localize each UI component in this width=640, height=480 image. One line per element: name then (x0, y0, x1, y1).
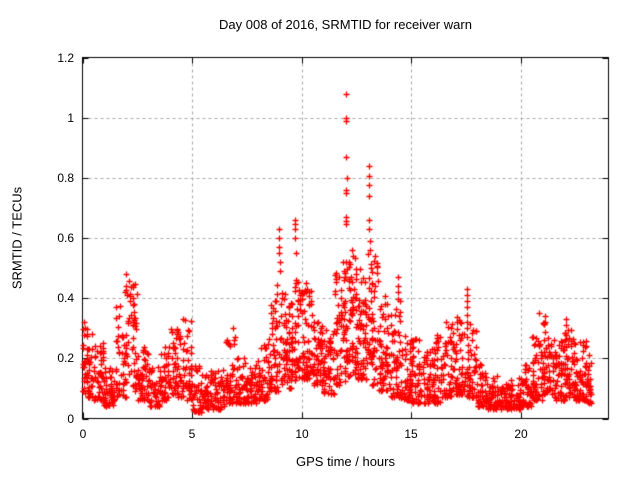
x-tick-label: 15 (404, 427, 418, 441)
y-tick-label: 1 (67, 111, 74, 125)
y-tick-label: 0.4 (57, 291, 74, 305)
x-axis-label: GPS time / hours (296, 454, 395, 469)
y-tick-label: 1.2 (57, 51, 74, 65)
y-tick-label: 0 (67, 412, 74, 426)
chart-title: Day 008 of 2016, SRMTID for receiver war… (219, 17, 472, 32)
y-tick-label: 0.2 (57, 351, 74, 365)
y-tick-label: 0.8 (57, 171, 74, 185)
x-tick-label: 10 (295, 427, 309, 441)
y-tick-label: 0.6 (57, 231, 74, 245)
x-tick-label: 0 (79, 427, 87, 441)
x-tick-label: 5 (188, 427, 196, 441)
x-tick-label: 20 (514, 427, 528, 441)
